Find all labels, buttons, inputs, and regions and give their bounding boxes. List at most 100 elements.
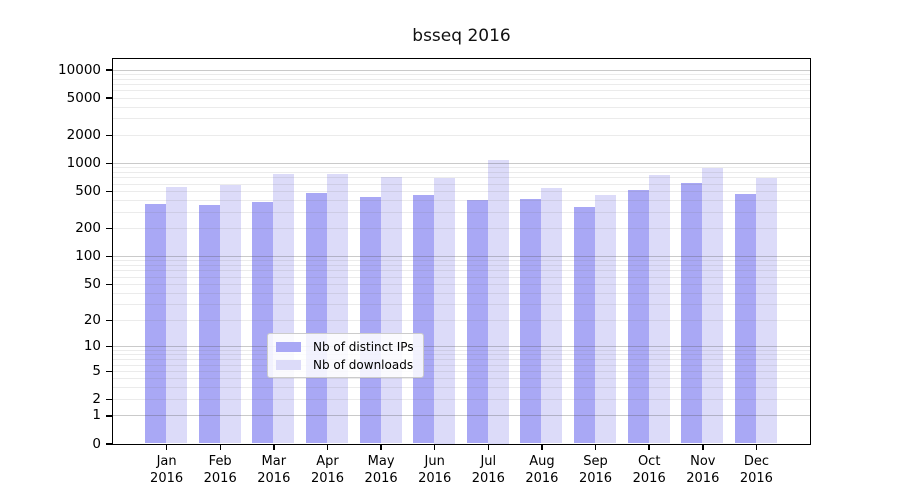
gridline-minor — [112, 118, 810, 120]
x-tick-label: May 2016 — [349, 453, 413, 487]
x-tick-mark — [541, 444, 543, 450]
bar-nov-downloads — [702, 168, 724, 444]
bar-apr-downloads — [327, 174, 348, 444]
x-tick-month: Jul — [480, 454, 497, 469]
bar-apr-ips — [306, 192, 327, 444]
x-tick-year: 2016 — [632, 471, 666, 486]
x-tick-month: Jan — [156, 454, 177, 469]
x-tick-month: Sep — [583, 454, 608, 469]
chart-title: bsseq 2016 — [412, 26, 511, 46]
y-tick-mark — [106, 69, 112, 71]
y-tick-mark — [106, 370, 112, 372]
x-tick-month: Mar — [261, 454, 287, 469]
x-tick-month: Nov — [690, 454, 716, 469]
x-tick-month: Oct — [637, 454, 661, 469]
x-tick-label: Aug 2016 — [510, 453, 574, 487]
x-tick-label: Apr 2016 — [296, 453, 360, 487]
gridline-major — [112, 69, 810, 71]
x-tick-year: 2016 — [257, 471, 291, 486]
bar-jan-ips — [145, 204, 167, 444]
bar-aug-downloads — [541, 188, 563, 444]
bar-oct-ips — [627, 190, 649, 444]
bar-dec-ips — [734, 193, 756, 444]
y-tick-mark — [106, 227, 112, 230]
x-tick-mark — [648, 444, 650, 450]
bar-jan-downloads — [166, 187, 188, 444]
y-tick-label: 5000 — [66, 89, 101, 106]
bar-aug-ips — [520, 199, 542, 444]
legend-label: Nb of distinct IPs — [313, 339, 414, 354]
bar-may-downloads — [380, 176, 402, 444]
x-tick-year: 2016 — [310, 471, 345, 486]
y-tick-mark — [106, 190, 112, 193]
y-tick-label: 200 — [75, 220, 101, 237]
x-tick-month: Feb — [208, 454, 232, 469]
gridline-minor — [112, 73, 810, 75]
gridline-minor — [112, 106, 810, 108]
legend-label: Nb of downloads — [313, 357, 414, 372]
x-tick-label: Oct 2016 — [617, 453, 681, 487]
x-tick-month: Apr — [316, 454, 339, 469]
y-tick-mark — [106, 398, 112, 401]
x-tick-year: 2016 — [471, 471, 505, 486]
gridline-minor — [112, 84, 810, 85]
x-tick-label: Feb 2016 — [188, 453, 252, 487]
x-tick-mark — [273, 444, 275, 450]
x-tick-mark — [433, 444, 436, 450]
y-tick-mark — [106, 162, 112, 165]
plot-area — [111, 57, 811, 445]
x-tick-month: Aug — [529, 454, 555, 469]
x-tick-year: 2016 — [364, 471, 398, 486]
x-tick-mark — [702, 444, 704, 450]
x-tick-label: Jan 2016 — [135, 453, 199, 487]
y-tick-label: 2000 — [66, 126, 101, 143]
x-tick-mark — [165, 444, 168, 450]
gridline-major — [112, 163, 810, 164]
x-tick-label: Sep 2016 — [564, 453, 628, 487]
gridline-minor — [112, 97, 810, 99]
x-tick-mark — [326, 444, 329, 450]
y-tick-mark — [106, 134, 112, 137]
x-tick-label: Dec 2016 — [724, 453, 788, 487]
y-tick-label: 1 — [92, 407, 101, 424]
legend-swatch-downloads — [276, 359, 301, 370]
y-tick-mark — [106, 255, 112, 258]
x-tick-year: 2016 — [150, 471, 184, 486]
x-tick-label: Jul 2016 — [456, 453, 520, 487]
gridline-minor — [112, 90, 810, 92]
x-tick-year: 2016 — [418, 471, 452, 486]
bar-mar-downloads — [273, 174, 295, 444]
bar-mar-ips — [252, 201, 274, 444]
y-tick-label: 10 — [83, 338, 101, 355]
x-tick-label: Mar 2016 — [242, 453, 306, 487]
legend-item: Nb of downloads — [276, 357, 414, 372]
x-tick-label: Nov 2016 — [671, 453, 735, 487]
x-tick-year: 2016 — [525, 471, 559, 486]
bar-jun-downloads — [434, 178, 456, 444]
legend-item: Nb of distinct IPs — [276, 339, 414, 354]
y-tick-mark — [106, 443, 112, 445]
x-tick-year: 2016 — [686, 471, 720, 486]
y-tick-mark — [106, 345, 112, 348]
x-tick-label: Jun 2016 — [403, 453, 467, 487]
x-tick-year: 2016 — [739, 471, 773, 486]
y-tick-label: 0 — [92, 435, 101, 452]
y-tick-mark — [106, 415, 112, 417]
y-tick-mark — [106, 319, 112, 322]
bar-sep-ips — [574, 207, 595, 444]
gridline-minor — [112, 78, 810, 80]
x-tick-mark — [380, 444, 382, 450]
bar-feb-downloads — [219, 185, 241, 444]
y-tick-label: 5 — [92, 362, 101, 379]
bar-oct-downloads — [648, 174, 670, 444]
x-tick-year: 2016 — [203, 471, 237, 486]
x-tick-mark — [219, 444, 221, 450]
bar-sep-downloads — [595, 194, 616, 444]
x-tick-mark — [755, 444, 758, 450]
bar-dec-downloads — [755, 178, 777, 444]
x-tick-mark — [487, 444, 490, 450]
x-tick-month: May — [367, 454, 395, 469]
bar-may-ips — [359, 197, 381, 444]
y-tick-label: 20 — [83, 311, 101, 328]
